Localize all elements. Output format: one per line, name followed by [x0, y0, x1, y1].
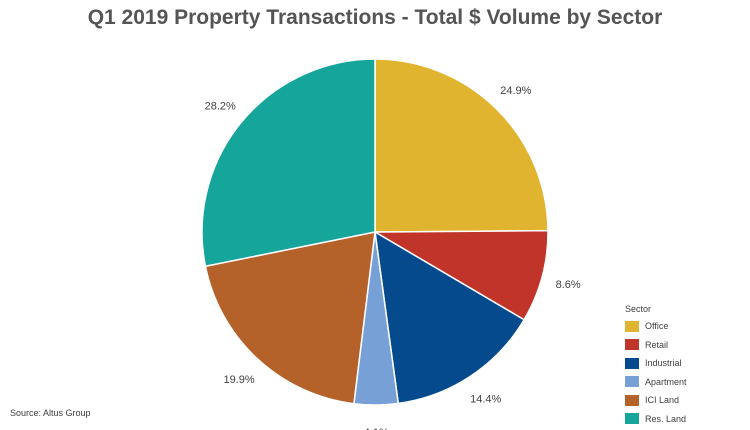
source-note: Source: Altus Group: [10, 408, 91, 418]
legend-label: Industrial: [645, 358, 682, 369]
legend-label: Res. Land: [645, 413, 687, 424]
data-label: 8.6%: [556, 279, 581, 291]
legend-label: Office: [645, 321, 669, 332]
legend-item: Apartment: [625, 373, 687, 392]
legend: Sector Office Retail Industrial Apartment IC…: [625, 304, 687, 428]
legend-swatch: [625, 357, 639, 369]
legend-item: ICI Land: [625, 391, 687, 410]
legend-label: ICI Land: [645, 395, 680, 406]
pie-slice-res-land: [201, 58, 376, 268]
legend-item: Office: [625, 317, 687, 336]
legend-swatch: [625, 413, 639, 425]
pie-slice-retail: [372, 229, 549, 321]
legend-swatch: [625, 339, 639, 351]
legend-swatch: [625, 376, 639, 388]
legend-swatch: [625, 320, 639, 332]
data-label: 4.1%: [364, 427, 389, 430]
pie-slice-ici-land: [204, 231, 376, 405]
legend-item: Res. Land: [625, 410, 687, 429]
legend-item: Industrial: [625, 354, 687, 373]
legend-title: Sector: [625, 304, 652, 314]
legend-label: Retail: [645, 339, 669, 350]
data-label: 24.9%: [500, 85, 531, 97]
data-label: 14.4%: [470, 394, 501, 406]
chart-title: Q1 2019 Property Transactions - Total $ …: [87, 6, 663, 29]
pie-slice-office: [374, 58, 549, 233]
data-label: 19.9%: [224, 374, 255, 386]
legend-item: Retail: [625, 336, 687, 355]
legend-label: Apartment: [645, 376, 687, 387]
pie-slice-industrial: [374, 230, 526, 405]
data-label: 28.2%: [205, 100, 236, 112]
legend-swatch: [625, 394, 639, 406]
